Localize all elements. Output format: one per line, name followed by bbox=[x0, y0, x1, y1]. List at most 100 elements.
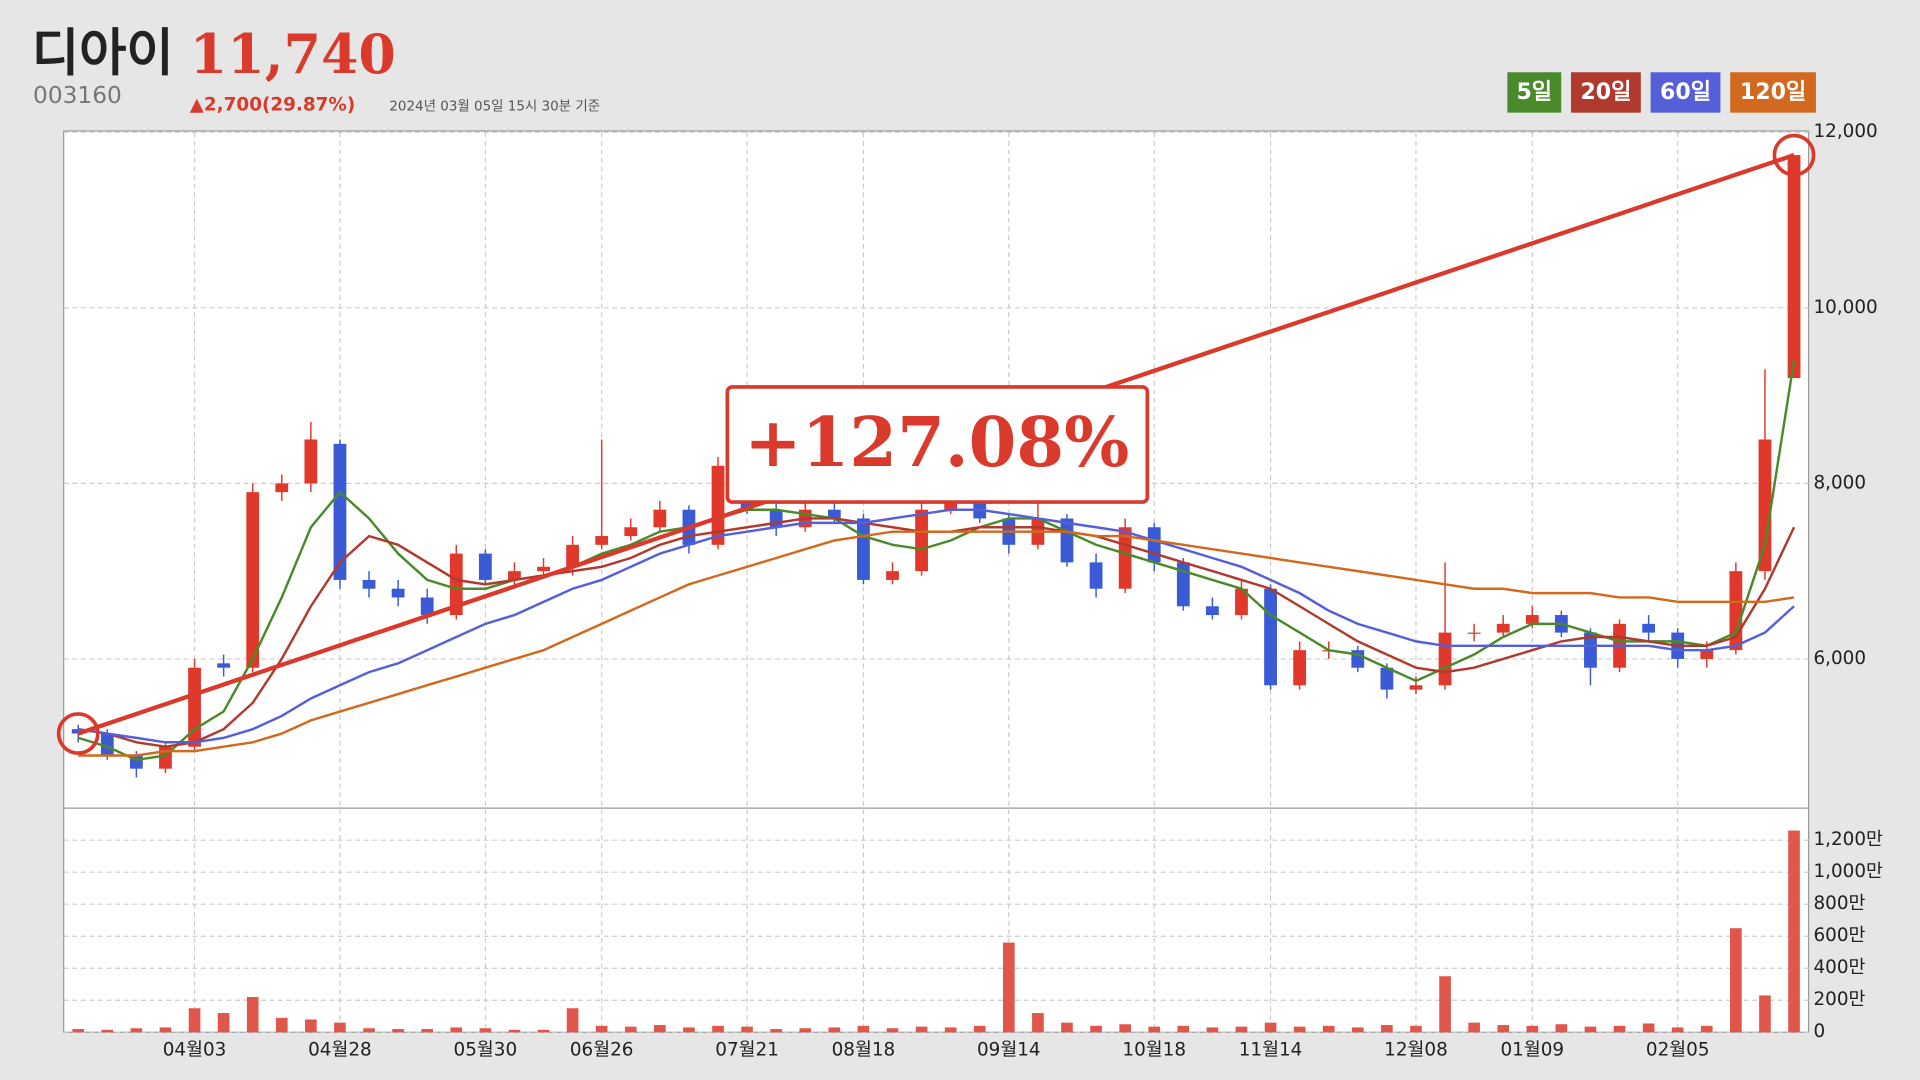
candle-body bbox=[508, 571, 521, 580]
candle-body bbox=[1060, 518, 1074, 563]
price-change: ▲2,700(29.87%) bbox=[190, 94, 355, 115]
annotation-text: +127.08% bbox=[744, 403, 1129, 483]
x-tick-label: 08월18 bbox=[832, 1040, 896, 1061]
volume-bar bbox=[1613, 1025, 1626, 1033]
volume-bar bbox=[1351, 1027, 1364, 1033]
legend-swatch bbox=[1650, 72, 1721, 113]
annotation-box bbox=[725, 385, 1150, 504]
legend-label: 20일 bbox=[1580, 80, 1631, 105]
x-tick-label: 05월30 bbox=[454, 1040, 518, 1061]
candle-body bbox=[391, 588, 405, 598]
volume-bar bbox=[1206, 1027, 1219, 1033]
volume-bar bbox=[1410, 1025, 1422, 1033]
volume-bar bbox=[799, 1028, 812, 1033]
candle-body bbox=[478, 553, 492, 580]
volume-bar bbox=[654, 1025, 666, 1033]
volume-bar bbox=[334, 1022, 346, 1033]
volume-bar bbox=[886, 1028, 899, 1033]
volume-bar bbox=[712, 1025, 724, 1033]
candle-body bbox=[1089, 562, 1103, 589]
moving-average-line bbox=[78, 508, 1795, 744]
x-tick-label: 11월14 bbox=[1239, 1040, 1303, 1061]
candle-body bbox=[827, 509, 841, 519]
grid: 04월03 04월28 05월30 06월26 07월21 08월18 09월14 10월18… bbox=[63, 121, 1883, 1061]
legend-label: 120일 bbox=[1740, 80, 1806, 105]
volume-bar bbox=[944, 1027, 957, 1033]
volume-bar bbox=[1061, 1022, 1073, 1033]
legend-label: 60일 bbox=[1660, 80, 1711, 105]
x-tick-label: 12월08 bbox=[1384, 1040, 1448, 1061]
candle-body bbox=[566, 544, 579, 567]
volume-bar bbox=[741, 1026, 753, 1033]
volume-bar bbox=[595, 1025, 608, 1033]
volume-bar bbox=[1119, 1024, 1131, 1033]
volume-bar bbox=[72, 1029, 85, 1033]
candle-body bbox=[100, 733, 114, 756]
marks bbox=[71, 155, 1801, 1033]
y-tick-label: 12,000 bbox=[1813, 121, 1877, 142]
volume-bar bbox=[479, 1028, 492, 1033]
volume-bar bbox=[1177, 1025, 1190, 1033]
x-tick-label: 09월14 bbox=[977, 1040, 1041, 1061]
y-tick-label: 0 bbox=[1813, 1021, 1825, 1042]
volume-bar bbox=[1439, 976, 1451, 1033]
volume-bar bbox=[188, 1008, 201, 1033]
annotation-layer: +127.08% bbox=[56, 133, 1816, 755]
timestamp: 2024년 03월 05일 15시 30분 기준 bbox=[389, 99, 600, 115]
y-tick-label: 400만 bbox=[1813, 957, 1865, 978]
x-tick-label: 02월05 bbox=[1646, 1040, 1710, 1061]
candle-body bbox=[420, 597, 434, 616]
volume-bar bbox=[130, 1028, 143, 1033]
candle-body bbox=[304, 439, 318, 484]
candle-body bbox=[246, 492, 260, 668]
candle-body bbox=[711, 465, 725, 545]
candle-body bbox=[1147, 527, 1161, 563]
y-tick-label: 1,000만 bbox=[1813, 861, 1883, 882]
x-tick-label: 04월03 bbox=[163, 1040, 227, 1061]
volume-bar bbox=[537, 1029, 550, 1033]
candle-body bbox=[1264, 588, 1277, 686]
candle-body bbox=[595, 536, 609, 545]
candle-body bbox=[1380, 667, 1394, 690]
volume-bar bbox=[217, 1013, 230, 1033]
x-tick-label: 04월28 bbox=[308, 1040, 372, 1061]
candle-body bbox=[1525, 615, 1539, 624]
volume-bar bbox=[566, 1008, 579, 1033]
x-tick-label: 10월18 bbox=[1122, 1040, 1186, 1061]
moving-average-line bbox=[78, 530, 1795, 757]
volume-bar bbox=[1003, 942, 1015, 1033]
candle-body bbox=[537, 566, 550, 572]
volume-bar bbox=[305, 1019, 317, 1033]
legend-swatch bbox=[1571, 72, 1641, 113]
candle-body bbox=[1438, 632, 1452, 686]
candle-body bbox=[217, 663, 231, 668]
x-tick-label: 06월26 bbox=[570, 1040, 634, 1061]
x-tick-label: 01월09 bbox=[1500, 1040, 1564, 1061]
candle-body bbox=[857, 518, 870, 580]
candle-body bbox=[1700, 650, 1714, 659]
candle-body bbox=[275, 483, 289, 493]
candle-body bbox=[1642, 623, 1656, 633]
volume-bar bbox=[1090, 1025, 1102, 1033]
volume-bar bbox=[1264, 1022, 1277, 1033]
candle-body bbox=[1758, 439, 1772, 572]
y-tick-label: 600만 bbox=[1813, 925, 1865, 946]
y-tick-label: 800만 bbox=[1813, 893, 1865, 914]
candle-body bbox=[1467, 632, 1481, 634]
volume-bar bbox=[1293, 1026, 1306, 1033]
volume-bar bbox=[973, 1025, 986, 1033]
volume-bar bbox=[1642, 1023, 1655, 1033]
y-tick-label: 6,000 bbox=[1813, 648, 1866, 669]
volume-bar bbox=[1788, 830, 1800, 1033]
volume-bar bbox=[1730, 928, 1742, 1033]
x-tick-label: 07월21 bbox=[715, 1040, 779, 1061]
candle-body bbox=[1235, 588, 1248, 616]
candle-body bbox=[333, 443, 347, 580]
y-tick-label: 200만 bbox=[1813, 989, 1865, 1010]
plot-area bbox=[63, 130, 1810, 1033]
moving-average-line bbox=[77, 360, 1796, 762]
end-marker bbox=[1772, 133, 1816, 177]
volume-bar bbox=[624, 1026, 637, 1033]
volume-bar bbox=[363, 1028, 375, 1033]
